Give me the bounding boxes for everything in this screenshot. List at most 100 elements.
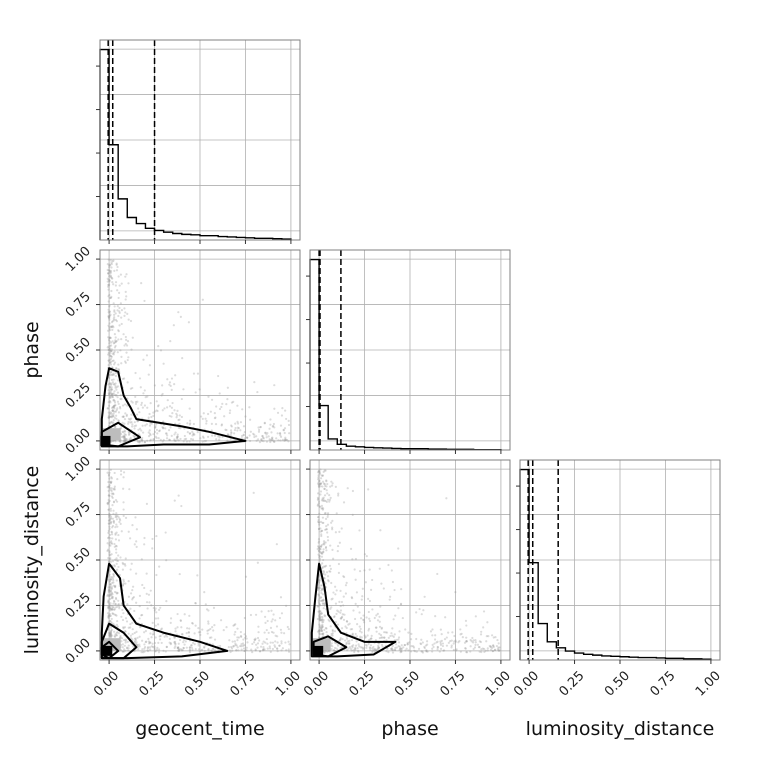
panel-phase-vs-luminosity_distance-point [328,620,331,623]
panel-phase-vs-luminosity_distance-point [318,505,322,508]
panel-geocent_time-vs-phase-point [106,407,109,410]
panel-geocent_time-vs-phase-point [141,424,144,427]
panel-phase-vs-luminosity_distance-point [378,636,381,640]
panel-phase-vs-luminosity_distance-point [376,647,379,650]
panel-geocent_time-vs-luminosity_distance-point [120,530,123,533]
panel-phase-vs-luminosity_distance-point [316,504,319,507]
panel-geocent_time-vs-luminosity_distance-xtick-label-3: 0.75 [227,668,258,699]
panel-geocent_time-vs-luminosity_distance-point [109,520,112,524]
panel-geocent_time-vs-luminosity_distance-point [236,639,239,642]
panel-geocent_time-vs-luminosity_distance-point [225,626,228,629]
panel-geocent_time-vs-luminosity_distance-point [129,607,132,610]
panel-geocent_time-vs-luminosity_distance-point [110,476,113,479]
panel-geocent_time-vs-phase-point [110,276,113,279]
panel-geocent_time-vs-luminosity_distance-point [235,649,238,652]
panel-phase-vs-luminosity_distance-point [317,549,320,552]
panel-geocent_time-vs-phase-point [253,381,256,384]
panel-geocent_time-vs-luminosity_distance-point [108,543,111,546]
panel-phase-vs-luminosity_distance-point [321,588,325,591]
panel-geocent_time-vs-luminosity_distance-point [124,639,127,642]
panel-geocent_time-vs-luminosity_distance-ytick-label-1: 0.25 [63,590,94,621]
panel-geocent_time-vs-luminosity_distance-point [275,625,279,628]
panel-phase-vs-luminosity_distance-point [392,635,395,638]
panel-phase-vs-luminosity_distance-point [397,547,400,550]
panel-phase-vs-luminosity_distance-point [326,512,330,515]
panel-phase-vs-luminosity_distance-point [365,555,368,558]
panel-geocent_time-vs-phase-point [271,425,274,428]
panel-geocent_time-vs-phase-point [115,339,118,343]
panel-phase-vs-luminosity_distance-point [320,612,323,615]
panel-geocent_time-vs-luminosity_distance-point [121,608,124,612]
panel-geocent_time-vs-luminosity_distance-point [119,469,123,473]
panel-geocent_time-vs-luminosity_distance-point [127,626,130,629]
panel-phase-vs-luminosity_distance-point [317,500,321,503]
panel-geocent_time-vs-phase-point [188,432,192,435]
panel-geocent_time-vs-phase-point [177,311,180,314]
panel-geocent_time-vs-luminosity_distance-point [157,617,160,620]
panel-phase-vs-luminosity_distance-point [318,629,321,632]
panel-geocent_time-vs-luminosity_distance-point [188,646,192,649]
panel-geocent_time-vs-luminosity_distance-point [203,645,206,648]
panel-geocent_time-vs-phase-point [109,269,113,273]
panel-phase-vs-luminosity_distance-point [356,649,360,652]
panel-geocent_time-vs-phase-point [112,351,115,355]
panel-geocent_time-vs-phase-point [125,438,128,441]
panel-phase-vs-luminosity_distance-point [374,648,377,652]
panel-phase-vs-luminosity_distance-point [318,629,321,632]
panel-geocent_time-vs-phase-point [124,361,127,364]
panel-phase-vs-luminosity_distance-point [325,480,328,483]
panel-phase-vs-luminosity_distance-point [439,642,442,645]
panel-phase-vs-luminosity_distance-point [334,642,338,645]
panel-phase-vs-luminosity_distance-point [339,617,343,620]
panel-geocent_time-vs-luminosity_distance-point [109,480,112,484]
panel-geocent_time-vs-phase-point [169,384,172,388]
panel-geocent_time-vs-luminosity_distance-point [268,647,272,650]
panel-geocent_time-vs-luminosity_distance-point [114,532,117,535]
panel-phase-vs-luminosity_distance-point [320,624,323,627]
panel-geocent_time-vs-luminosity_distance-point [127,530,130,533]
panel-geocent_time-vs-phase-point [113,313,116,316]
panel-geocent_time-vs-luminosity_distance-point [191,648,194,651]
panel-geocent_time-vs-luminosity_distance-point [110,588,113,591]
panel-geocent_time-vs-phase-point [220,424,223,427]
panel-phase-vs-luminosity_distance-point [330,647,333,651]
panel-geocent_time-vs-phase-point [215,405,218,408]
panel-geocent_time-vs-luminosity_distance-point [165,645,168,648]
panel-phase-vs-luminosity_distance-point [336,623,340,626]
panel-phase-vs-luminosity_distance-point [391,580,395,584]
panel-geocent_time-vs-luminosity_distance-point [276,647,279,650]
panel-geocent_time-vs-luminosity_distance-point [200,649,203,652]
panel-geocent_time-vs-luminosity_distance-point [265,628,268,632]
panel-geocent_time-vs-luminosity_distance-point [203,591,206,594]
panel-geocent_time-vs-luminosity_distance-point [109,509,112,512]
panel-geocent_time-vs-phase-point [119,349,122,352]
panel-geocent_time-vs-phase-point [204,439,208,443]
panel-geocent_time-vs-luminosity_distance-point [120,603,123,606]
panel-phase-vs-luminosity_distance-point [324,564,328,567]
panel-phase-vs-luminosity_distance-point [459,633,462,636]
panel-geocent_time-vs-phase-point [174,439,177,442]
panel-geocent_time-vs-phase-point [160,394,163,397]
panel-geocent_time-vs-phase-point [120,316,123,319]
panel-geocent_time-vs-luminosity_distance-point [135,643,138,646]
panel-geocent_time-vs-phase-point [108,385,112,389]
panel-geocent_time-vs-luminosity_distance-point [135,545,138,548]
panel-geocent_time-vs-luminosity_distance-point [112,512,115,515]
panel-geocent_time-vs-luminosity_distance-point [252,491,255,494]
panel-geocent_time-vs-luminosity_distance-point [109,606,112,609]
panel-phase-vs-luminosity_distance-point [317,502,320,505]
panel-geocent_time-vs-luminosity_distance-point [123,644,126,647]
panel-phase-vs-luminosity_distance-point [328,498,332,501]
panel-geocent_time-vs-luminosity_distance-point [108,580,111,583]
panel-geocent_time-vs-luminosity_distance-point [116,514,119,517]
panel-phase-vs-luminosity_distance-point [338,530,341,533]
panel-phase-vs-luminosity_distance-point [444,616,447,619]
panel-geocent_time-vs-luminosity_distance-point [113,600,116,604]
hist-luminosity_distance-xtick-label-3: 0.75 [647,668,678,699]
panel-geocent_time-vs-luminosity_distance-point [149,589,152,592]
panel-geocent_time-vs-phase-point [123,439,127,442]
panel-geocent_time-vs-luminosity_distance-point [179,648,183,651]
panel-geocent_time-vs-phase-point [109,341,113,344]
panel-geocent_time-vs-luminosity_distance-point [115,551,118,554]
panel-geocent_time-vs-phase-point [109,389,112,392]
